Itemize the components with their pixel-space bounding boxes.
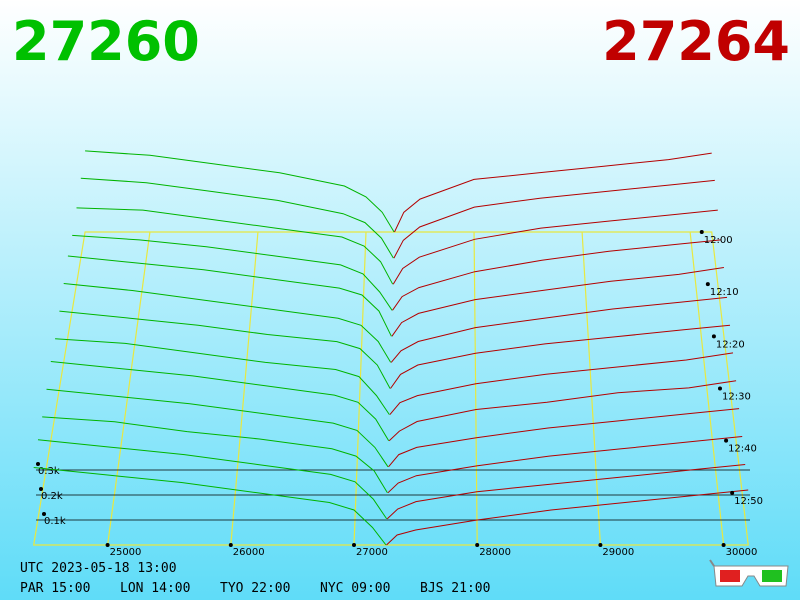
price-tick-label: 26000 [233, 547, 265, 558]
price-tick-label: 28000 [479, 547, 511, 558]
ask-depth-line [386, 489, 749, 546]
ask-depth-line [392, 239, 721, 311]
price-grid-line [473, 231, 478, 546]
price-grid-line [581, 231, 601, 546]
depth-tick-label: 0.3k [38, 466, 60, 477]
time-tick [705, 282, 710, 287]
ask-depth-line [394, 152, 712, 233]
bid-depth-line [42, 416, 388, 494]
bid-depth-line [59, 310, 391, 389]
bid-depth-line [55, 338, 390, 415]
ask-depth-line [388, 408, 740, 468]
depth-tick-label: 0.2k [41, 491, 63, 502]
bid-depth-line [72, 234, 393, 311]
time-tick-label: 12:40 [728, 444, 757, 455]
time-tick [699, 230, 704, 234]
depth-tick [36, 462, 40, 466]
clocks: PAR 15:00 LON 14:00 TYO 22:00 NYC 09:00 BJS … [20, 581, 490, 596]
price-grid-line [107, 231, 151, 546]
ask-depth-line [389, 352, 734, 415]
bid-depth-line [80, 177, 394, 259]
price-tick-label: 29000 [602, 547, 634, 558]
city-time: BJS 21:00 [420, 581, 490, 596]
price-tick [475, 543, 480, 547]
depth-tick [42, 512, 46, 516]
time-tick [717, 386, 722, 391]
time-tick [724, 438, 729, 443]
depth-tick-label: 0.1k [44, 516, 66, 527]
price-tick [721, 543, 726, 547]
ask-price: 27264 [602, 10, 790, 73]
city-time: LON 14:00 [120, 581, 190, 596]
city-time: PAR 15:00 [20, 581, 90, 596]
depth-tick [39, 487, 43, 491]
price-grid-line [353, 231, 367, 546]
ask-depth-line [390, 296, 728, 363]
ask-depth-line [392, 209, 718, 285]
time-tick-label: 12:30 [722, 392, 751, 403]
price-tick [598, 543, 603, 547]
city-time: TYO 22:00 [220, 581, 290, 596]
price-tick [105, 543, 110, 547]
bid-depth-line [50, 361, 390, 441]
bid-depth-line [37, 439, 388, 520]
time-tick-label: 12:00 [704, 235, 733, 246]
time-tick [730, 490, 735, 495]
ask-depth-line [391, 267, 724, 337]
utc-time: UTC 2023-05-18 13:00 [20, 561, 177, 576]
bid-depth-line [63, 283, 392, 363]
price-tick-label: 27000 [356, 547, 388, 558]
time-tick-label: 12:50 [734, 496, 763, 507]
price-tick-label: 25000 [110, 547, 142, 558]
ask-depth-line [393, 179, 715, 259]
bid-depth-line [33, 467, 387, 546]
time-tick-label: 12:20 [716, 339, 745, 350]
city-time: NYC 09:00 [320, 581, 390, 596]
price-grid-line [230, 231, 259, 546]
bid-depth-line [67, 255, 392, 337]
time-tick [711, 334, 716, 339]
3d-glasses-icon [709, 559, 789, 587]
bid-depth-line [46, 388, 389, 468]
bid-depth-line [85, 150, 395, 233]
ask-depth-line [386, 464, 746, 520]
time-tick-label: 12:10 [710, 287, 739, 298]
price-tick [228, 543, 233, 547]
ask-depth-line [390, 324, 731, 389]
price-tick [352, 543, 356, 547]
bid-depth-line [76, 207, 394, 285]
price-tick-label: 30000 [726, 547, 758, 558]
ask-depth-line [388, 380, 737, 442]
ask-depth-line [387, 436, 743, 494]
plot: 25000 26000 27000 28000 29000 30000 0.1k 0.2k 0.… [32, 150, 763, 558]
bid-price: 27260 [12, 10, 200, 73]
